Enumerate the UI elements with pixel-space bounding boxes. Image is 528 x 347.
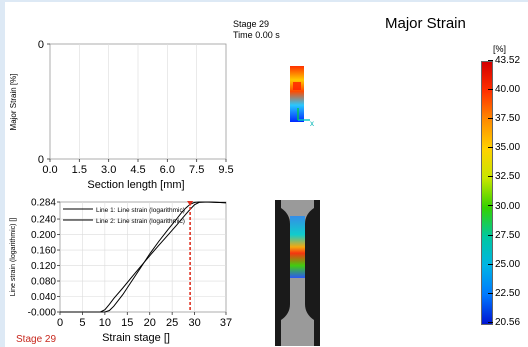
x-tick-label: 5	[79, 317, 85, 329]
line-strain-chart[interactable]: 0 5 10 15 20 25 30 37 -0.000 0.040 0.080 0.120 0.16…	[6, 194, 238, 346]
legend-color-bar	[481, 61, 493, 325]
x-tick-label: 0.0	[42, 164, 57, 176]
stage-time: Time 0.00 s	[233, 30, 280, 40]
y-tick-label: 0.160	[31, 246, 56, 257]
legend-tick: 40.00	[488, 85, 520, 95]
line-strain-plot-area	[59, 201, 227, 313]
y-tick-label: 0.200	[31, 230, 56, 241]
y-tick-label: 0.284	[31, 198, 56, 209]
view-title: Major Strain	[385, 15, 466, 32]
y-tick-label: 0.080	[31, 277, 56, 288]
color-legend: [%] 43.52 40.00 37.50 35.00 32.50 30.00 27.50 2…	[476, 44, 528, 329]
specimen-strain-overlay	[290, 216, 305, 278]
y-tick-label: 0.120	[31, 261, 56, 272]
legend-unit: [%]	[493, 44, 507, 54]
window-frame-left	[0, 0, 5, 347]
legend-tick: 35.00	[488, 143, 520, 153]
x-tick-label: 3.0	[101, 164, 116, 176]
section-chart[interactable]: 0.0 1.5 3.0 4.5 6.0 7.5 9.5 00 Section length …	[6, 40, 238, 192]
thumb-axis-label: x	[310, 119, 314, 128]
y-tick-label: 0.240	[31, 215, 56, 226]
x-tick-label: 6.0	[160, 164, 175, 176]
x-tick-label: 9.5	[218, 164, 233, 176]
thumb-highlight	[293, 82, 301, 90]
line-strain-series	[60, 201, 227, 313]
line-strain-y-ticks: -0.000 0.040 0.080 0.120 0.160 0.200 0.240 0.28…	[28, 198, 60, 319]
y-tick-label: -0.000	[28, 308, 57, 319]
thumb-strain-field	[290, 66, 304, 122]
x-tick-label: 1.5	[72, 164, 87, 176]
legend-entry: Line 2: Line strain (logarithmic)	[96, 218, 185, 225]
section-chart-ylabel: Major Strain [%]	[9, 74, 18, 131]
legend-tick: 32.50	[488, 172, 520, 182]
x-tick-label: 15	[121, 317, 133, 329]
section-chart-grid	[79, 44, 197, 159]
legend-tick: 37.50	[488, 114, 520, 124]
legend-tick: 30.00	[488, 201, 520, 212]
y-tick-label: 0	[38, 154, 44, 166]
section-chart-x-ticks: 0.0 1.5 3.0 4.5 6.0 7.5 9.5	[42, 159, 234, 176]
legend-tick: 27.50	[488, 230, 520, 241]
x-tick-label: 25	[166, 317, 178, 329]
x-tick-label: 20	[144, 317, 156, 329]
window-frame-top	[0, 0, 528, 2]
specimen-image[interactable]	[275, 200, 320, 346]
line-strain-x-ticks: 0 5 10 15 20 25 30 37	[57, 312, 232, 329]
series-line-1	[60, 201, 227, 313]
y-tick-label: 0.040	[31, 292, 56, 303]
x-tick-label: 7.5	[189, 164, 204, 176]
x-tick-label: 30	[188, 317, 200, 329]
y-tick-label: 0	[38, 40, 44, 51]
strain-map-thumbnail[interactable]: x	[278, 62, 320, 130]
legend-tick: 43.52	[488, 56, 520, 66]
legend-tick: 25.00	[488, 259, 520, 270]
x-tick-label: 37	[220, 317, 232, 329]
series-line-2	[60, 201, 227, 313]
stage-cursor[interactable]	[187, 201, 194, 312]
section-chart-y-ticks: 00	[38, 40, 50, 166]
line-strain-legend: Line 1: Line strain (logarithmic) Line 2:…	[63, 207, 185, 225]
legend-entry: Line 1: Line strain (logarithmic)	[96, 207, 185, 214]
section-chart-xlabel: Section length [mm]	[87, 179, 184, 191]
x-tick-label: 0	[57, 317, 63, 329]
stage-cursor-marker	[187, 201, 194, 206]
x-tick-label: 10	[99, 317, 111, 329]
line-strain-ylabel: Line strain (logarithmic) []	[10, 218, 17, 297]
stage-number: Stage 29	[233, 19, 270, 29]
stage-info: Stage 29 Time 0.00 s	[233, 19, 280, 41]
x-tick-label: 4.5	[130, 164, 145, 176]
legend-tick: 22.50	[488, 288, 520, 299]
line-strain-xlabel: Strain stage []	[102, 332, 170, 344]
stage-label-bottom: Stage 29	[16, 334, 57, 345]
legend-tick: 20.56	[488, 318, 520, 328]
